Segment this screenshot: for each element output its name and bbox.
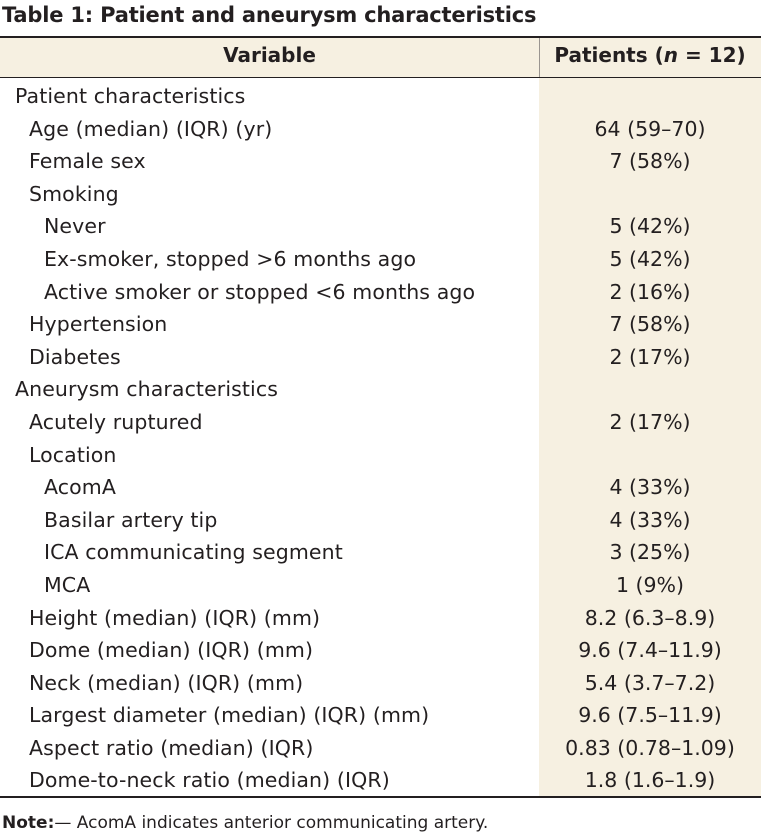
- table-row: ICA communicating segment 3 (25%): [0, 538, 761, 571]
- row-label: ICA communicating segment: [44, 540, 343, 565]
- table-row: Location: [0, 441, 761, 474]
- table-row: Dome-to-neck ratio (median) (IQR) 1.8 (1.…: [0, 766, 761, 799]
- row-label: Dome (median) (IQR) (mm): [29, 638, 314, 663]
- row-label: AcomA: [44, 475, 116, 500]
- table-row: Aneurysm characteristics: [0, 375, 761, 408]
- header-patients-prefix: Patients (: [554, 43, 664, 67]
- row-label: Never: [44, 214, 106, 239]
- table-caption: Table 1: Patient and aneurysm characteri…: [2, 3, 537, 27]
- row-label: Basilar artery tip: [44, 507, 218, 532]
- note-text: — AcomA indicates anterior communicating…: [54, 813, 489, 833]
- row-value: 64 (59–70): [594, 116, 706, 141]
- row-label: Largest diameter (median) (IQR) (mm): [29, 703, 430, 728]
- row-value: 4 (33%): [609, 507, 691, 532]
- row-label: Female sex: [29, 149, 146, 174]
- row-label: MCA: [44, 572, 91, 597]
- row-value: 9.6 (7.4–11.9): [578, 638, 722, 663]
- table-row: Diabetes 2 (17%): [0, 343, 761, 376]
- row-value: 7 (58%): [609, 149, 691, 174]
- row-value: 8.2 (6.3–8.9): [584, 605, 716, 630]
- row-value: 1.8 (1.6–1.9): [584, 768, 716, 793]
- table-body: Patient characteristics Age (median) (IQR…: [0, 82, 761, 799]
- table-note: Note:— AcomA indicates anterior communic…: [2, 813, 488, 833]
- header-patients: Patients (n = 12): [539, 43, 761, 67]
- row-value: 7 (58%): [609, 312, 691, 337]
- header-patients-n: n: [663, 43, 678, 67]
- row-label: Acutely ruptured: [29, 409, 203, 434]
- row-label: Active smoker or stopped <6 months ago: [44, 279, 476, 304]
- table-row: Female sex 7 (58%): [0, 147, 761, 180]
- note-key: Note:: [2, 813, 55, 833]
- row-label: Age (median) (IQR) (yr): [29, 116, 273, 141]
- row-label: Aspect ratio (median) (IQR): [29, 735, 314, 760]
- row-value: 5 (42%): [609, 214, 691, 239]
- table-row: Active smoker or stopped <6 months ago 2 …: [0, 278, 761, 311]
- table-row: MCA 1 (9%): [0, 571, 761, 604]
- table-row: Ex-smoker, stopped >6 months ago 5 (42%): [0, 245, 761, 278]
- row-value: 4 (33%): [609, 475, 691, 500]
- row-value: 1 (9%): [615, 572, 685, 597]
- row-label: Ex-smoker, stopped >6 months ago: [44, 246, 417, 271]
- table-row: Basilar artery tip 4 (33%): [0, 506, 761, 539]
- table-row: Acutely ruptured 2 (17%): [0, 408, 761, 441]
- table-row: Smoking: [0, 180, 761, 213]
- row-value: 0.83 (0.78–1.09): [565, 735, 735, 760]
- table-row: Dome (median) (IQR) (mm) 9.6 (7.4–11.9): [0, 636, 761, 669]
- table-row: Patient characteristics: [0, 82, 761, 115]
- row-label: Dome-to-neck ratio (median) (IQR): [29, 768, 390, 793]
- header-column-separator: [539, 38, 540, 77]
- row-label: Location: [29, 442, 117, 467]
- row-value: 2 (16%): [609, 279, 691, 304]
- table-row: Neck (median) (IQR) (mm) 5.4 (3.7–7.2): [0, 669, 761, 702]
- table-row: Height (median) (IQR) (mm) 8.2 (6.3–8.9): [0, 604, 761, 637]
- header-patients-suffix: = 12): [678, 43, 746, 67]
- patients-column-shading: [539, 38, 761, 796]
- table-row: Never 5 (42%): [0, 212, 761, 245]
- header-variable: Variable: [223, 43, 316, 67]
- table-header-row: Variable Patients (n = 12): [0, 38, 761, 78]
- row-value: 5 (42%): [609, 246, 691, 271]
- row-label: Neck (median) (IQR) (mm): [29, 670, 304, 695]
- row-label: Smoking: [29, 181, 119, 206]
- row-value: 3 (25%): [609, 540, 691, 565]
- row-label: Patient characteristics: [15, 84, 246, 108]
- table-row: Largest diameter (median) (IQR) (mm) 9.6 …: [0, 701, 761, 734]
- row-label: Height (median) (IQR) (mm): [29, 605, 321, 630]
- table-row: Aspect ratio (median) (IQR) 0.83 (0.78–1.…: [0, 734, 761, 767]
- row-value: 9.6 (7.5–11.9): [578, 703, 722, 728]
- table-row: AcomA 4 (33%): [0, 473, 761, 506]
- row-label: Aneurysm characteristics: [15, 377, 278, 402]
- row-label: Diabetes: [29, 344, 121, 369]
- row-value: 2 (17%): [609, 344, 691, 369]
- table-row: Age (median) (IQR) (yr) 64 (59–70): [0, 115, 761, 148]
- row-value: 2 (17%): [609, 409, 691, 434]
- row-value: 5.4 (3.7–7.2): [584, 670, 716, 695]
- characteristics-table: Variable Patients (n = 12) Patient chara…: [0, 36, 761, 798]
- row-label: Hypertension: [29, 312, 168, 337]
- table-row: Hypertension 7 (58%): [0, 310, 761, 343]
